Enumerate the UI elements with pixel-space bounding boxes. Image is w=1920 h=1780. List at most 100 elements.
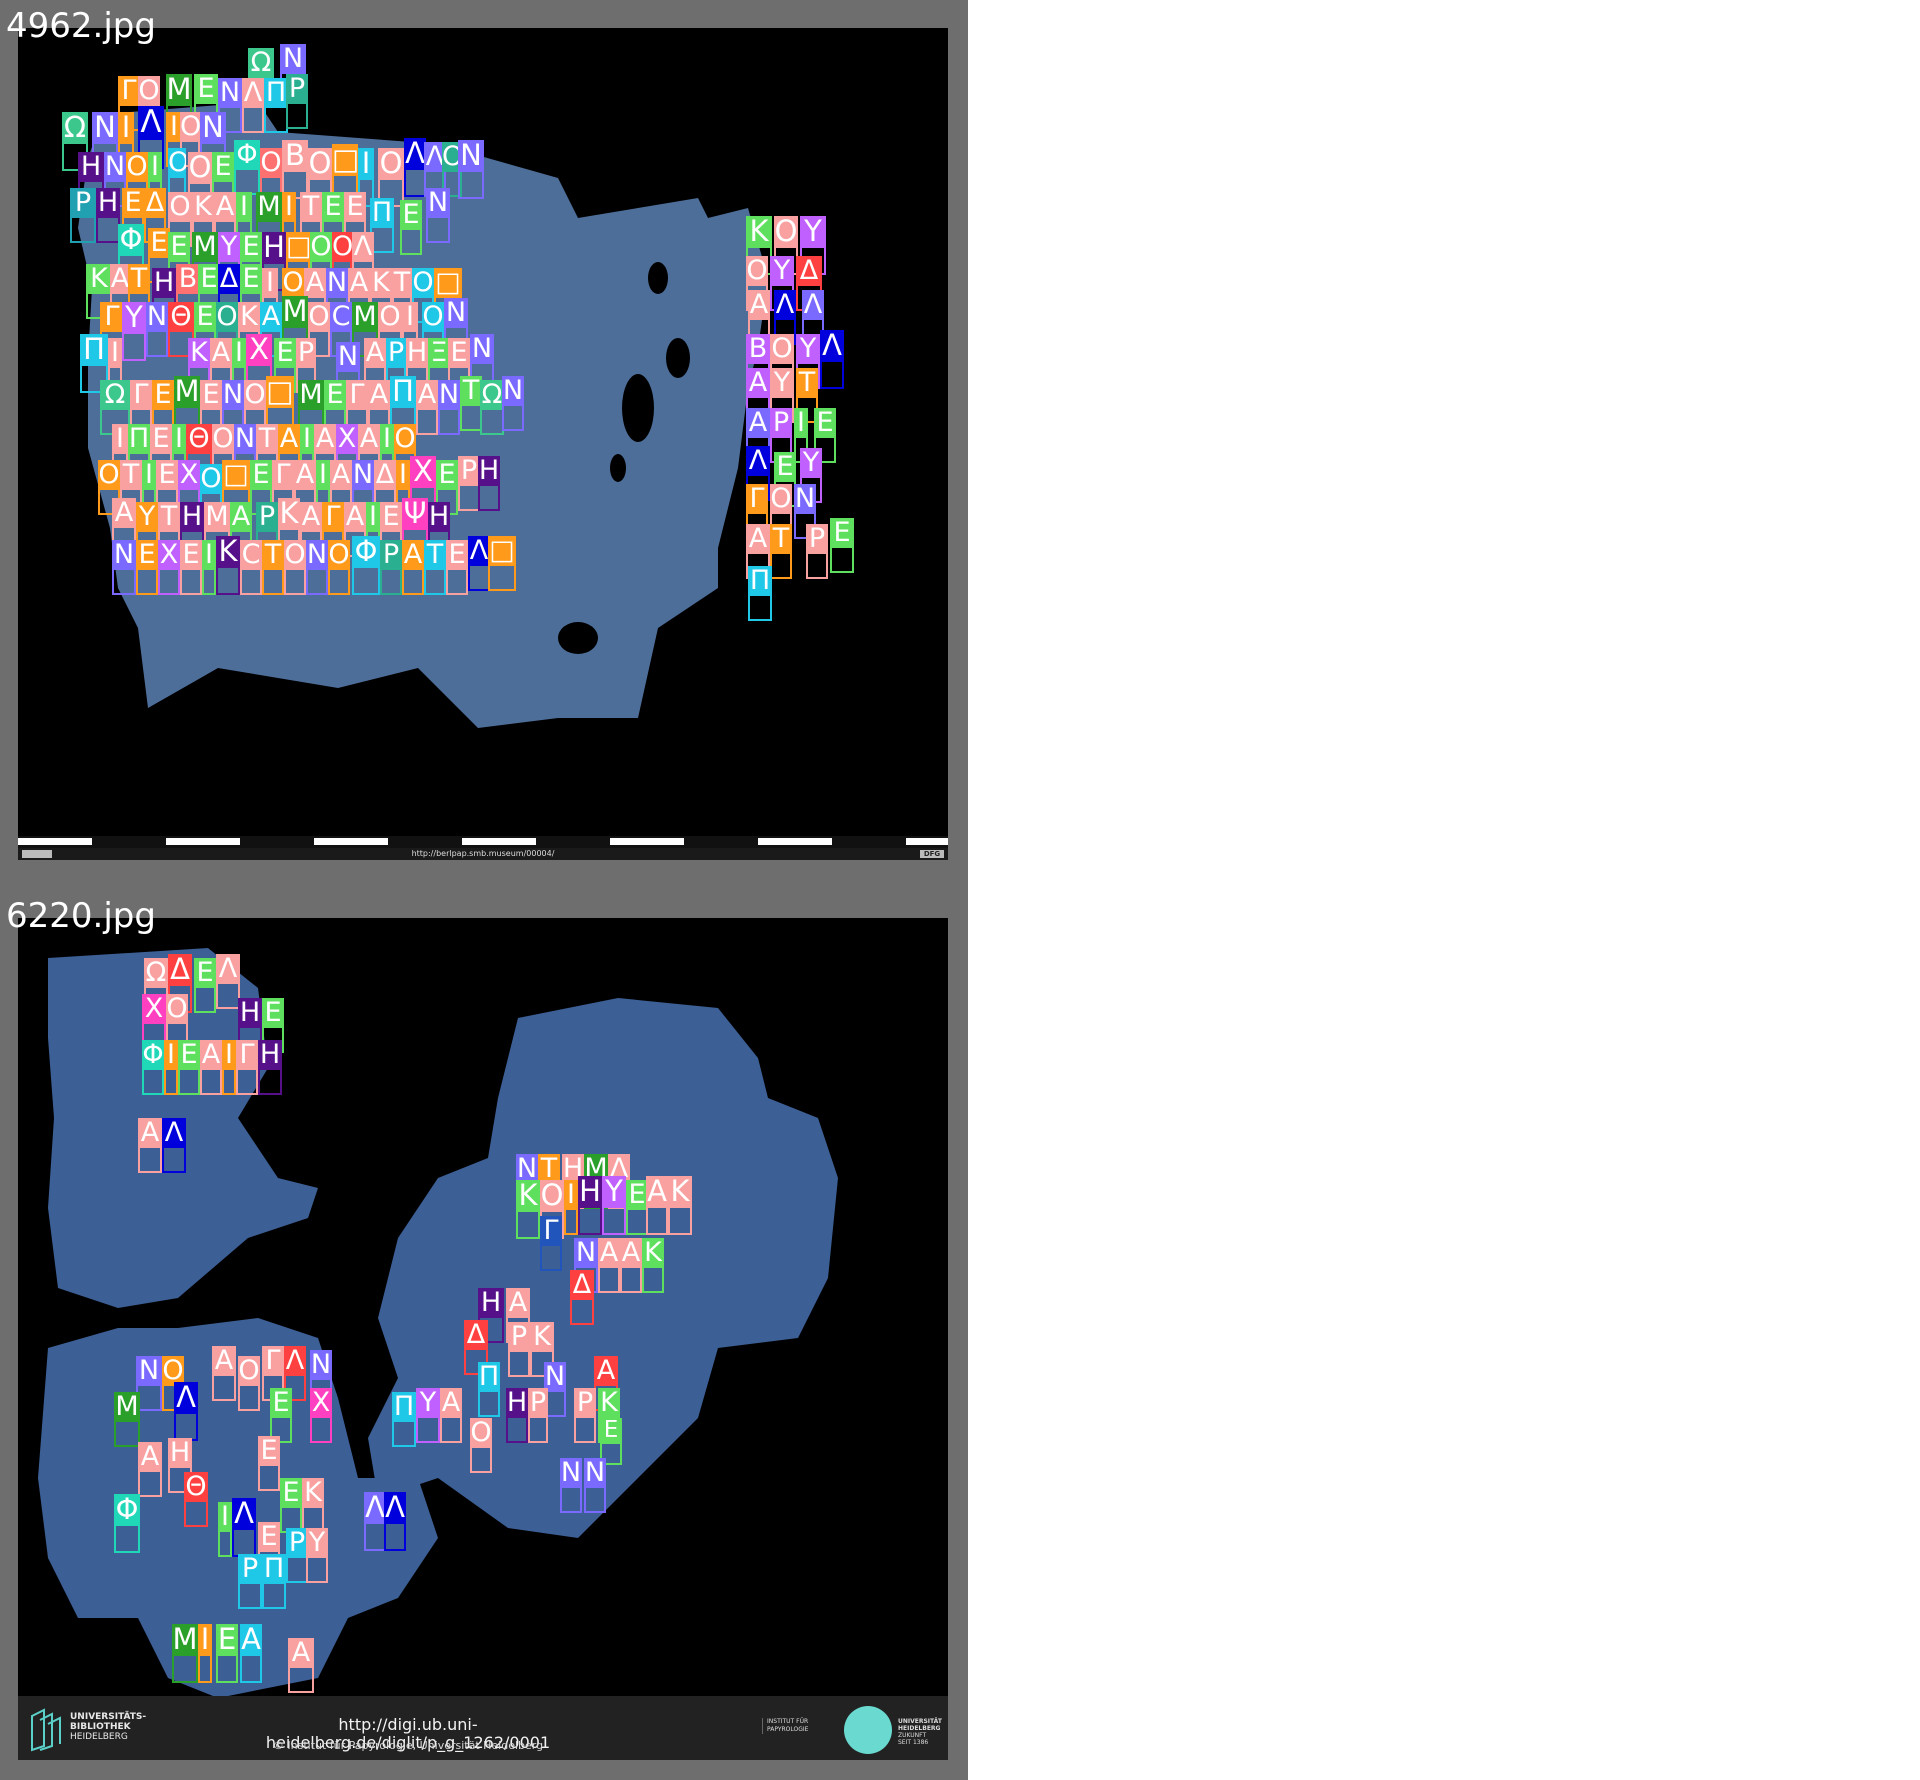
glyph-label: Ε <box>178 1040 200 1070</box>
glyph-bounding-box <box>506 1416 528 1443</box>
glyph-label: Δ <box>218 264 240 294</box>
glyph-label: Ω <box>100 380 130 410</box>
scale-bar <box>18 836 948 848</box>
glyph-label: Ρ <box>770 408 792 438</box>
glyph-bounding-box <box>306 568 328 595</box>
glyph-label: Κ <box>238 302 260 332</box>
glyph-label: Ι <box>198 1624 212 1656</box>
glyph-label: Α <box>440 1388 462 1418</box>
glyph-label: Ν <box>136 1356 162 1386</box>
glyph-label: Ν <box>280 44 306 74</box>
glyph-label: Υ <box>136 502 158 532</box>
glyph-label: Μ <box>282 296 308 328</box>
glyph-label: Ε <box>446 540 468 570</box>
glyph-label: Α <box>594 1356 618 1386</box>
museum-logo <box>22 850 52 858</box>
glyph-bounding-box <box>446 568 468 595</box>
glyph-label: Φ <box>142 1040 164 1070</box>
glyph-bounding-box <box>236 1068 258 1095</box>
glyph-label: Ε <box>168 232 190 262</box>
glyph-label: Π <box>478 1362 500 1392</box>
glyph-bounding-box <box>288 1666 314 1693</box>
glyph-label: Δ <box>464 1320 488 1350</box>
glyph-label: Ι <box>300 424 314 454</box>
glyph-label: Ω <box>62 112 88 144</box>
glyph-label: Κ <box>278 498 300 530</box>
glyph-label: Ξ <box>428 338 450 368</box>
glyph-label: Ε <box>136 540 158 570</box>
glyph-label: □ <box>286 232 310 262</box>
glyph-bounding-box <box>400 228 422 255</box>
glyph-bounding-box <box>380 568 402 595</box>
glyph-label: Η <box>478 1288 504 1318</box>
glyph-bounding-box <box>122 332 146 361</box>
glyph-label: Ο <box>138 76 160 106</box>
glyph-label: Ο <box>308 148 332 180</box>
glyph-bounding-box <box>232 1528 256 1557</box>
glyph-label: Α <box>748 290 770 320</box>
glyph-label: Λ <box>424 142 446 172</box>
glyph-label: Η <box>578 1176 602 1208</box>
glyph-bounding-box <box>602 1206 626 1235</box>
glyph-label: Κ <box>302 1478 324 1508</box>
glyph-detection-layer: Ω Ν Γ Ο Μ Ε Ν Λ Π Ρ Ω Ν Ι Λ Ι Ο Ν Η Ν Ο Ι Ο Ο Ε Φ Ο Β Ο □ Ι Ο Λ Λ Ο Ν Ρ Η Ε Δ Ο… <box>18 28 948 860</box>
glyph-bounding-box <box>198 1654 212 1683</box>
glyph-label: Ν <box>326 268 348 298</box>
glyph-bounding-box <box>240 568 262 595</box>
glyph-label: Ο <box>310 232 332 262</box>
glyph-bounding-box <box>238 1582 262 1609</box>
glyph-label: Α <box>746 368 770 398</box>
glyph-label: Ρ <box>528 1388 548 1418</box>
glyph-bounding-box <box>262 568 284 595</box>
glyph-label: Υ <box>800 448 822 478</box>
glyph-label: Ε <box>212 152 234 182</box>
glyph-label: Υ <box>770 256 794 286</box>
glyph-label: Α <box>112 498 136 528</box>
glyph-label: Ν <box>146 302 168 332</box>
glyph-label: Ο <box>244 380 266 410</box>
glyph-label: Ι <box>232 338 246 368</box>
glyph-label: Λ <box>468 536 490 566</box>
glyph-label: Ε <box>200 380 222 410</box>
glyph-label: Λ <box>284 1346 306 1376</box>
glyph-label: Ο <box>378 148 404 180</box>
image-footer: http://berlpap.smb.museum/00004/ DFG <box>18 848 948 860</box>
glyph-bounding-box <box>258 1464 280 1491</box>
glyph-label: Α <box>294 460 316 490</box>
glyph-label: Λ <box>364 1492 386 1524</box>
glyph-label: Ω <box>248 48 274 78</box>
glyph-label: Ι <box>316 460 330 490</box>
glyph-label: Γ <box>746 484 768 514</box>
glyph-label: Α <box>620 1238 642 1268</box>
glyph-label: Χ <box>336 424 358 454</box>
glyph-label: Ε <box>436 460 458 490</box>
glyph-label: Η <box>168 1438 192 1468</box>
glyph-label: C <box>330 302 352 332</box>
glyph-label: Ο <box>540 1180 564 1212</box>
glyph-bounding-box <box>560 1486 582 1513</box>
glyph-label: Ι <box>148 152 162 182</box>
glyph-label: Α <box>240 1624 262 1656</box>
glyph-bounding-box <box>216 1654 238 1683</box>
glyph-label: Ο <box>770 334 794 364</box>
glyph-bounding-box <box>620 1266 642 1293</box>
glyph-label: Ο <box>126 152 148 182</box>
glyph-label: Λ <box>216 954 240 984</box>
glyph-label: Ε <box>240 264 262 294</box>
glyph-label: Ι <box>164 1040 178 1070</box>
glyph-label: □ <box>434 268 462 298</box>
glyph-label: Α <box>200 1040 222 1070</box>
glyph-label: Κ <box>598 1388 620 1418</box>
glyph-label: Ε <box>258 1522 280 1552</box>
glyph-label: Ο <box>238 1356 260 1386</box>
glyph-label: Β <box>176 264 200 294</box>
glyph-label: Α <box>214 192 236 222</box>
glyph-bounding-box <box>470 1446 492 1473</box>
glyph-label: Χ <box>158 540 180 570</box>
glyph-label: Ι <box>794 408 808 438</box>
glyph-label: Ε <box>344 192 366 222</box>
glyph-label: Ε <box>152 380 174 410</box>
glyph-label: Π <box>748 566 772 596</box>
glyph-label: Α <box>330 460 352 490</box>
